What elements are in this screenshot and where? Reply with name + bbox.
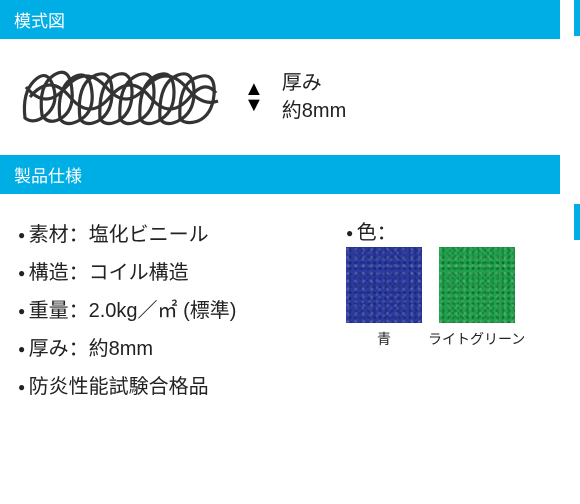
swatch-blue [346,247,422,323]
swatch-row: 青 ライトグリーン [346,247,525,349]
decorative-edge [574,204,580,240]
thickness-text-2: 約8mm [282,100,346,122]
spec-list: 素材：塩化ビニール 構造：コイル構造 重量：2.0kg／㎡ (標準) 厚み：約8… [18,216,318,406]
thickness-label: 厚み 約8mm [282,69,346,125]
spec-block: 素材：塩化ビニール 構造：コイル構造 重量：2.0kg／㎡ (標準) 厚み：約8… [0,196,580,416]
spec-row: 素材：塩化ビニール [18,216,318,254]
decorative-edge [574,0,580,36]
section-header-diagram: 模式図 [0,0,560,39]
thickness-indicator: ▲ ▼ 厚み 約8mm [244,67,346,125]
arrow-down-icon: ▼ [244,97,264,113]
coil-structure-illustration [20,63,220,129]
spec-row: 構造：コイル構造 [18,254,318,292]
spec-row: 防炎性能試験合格品 [18,368,318,406]
swatch-item: ライトグリーン [428,247,525,349]
swatch-lightgreen [439,247,515,323]
swatch-item: 青 [346,247,422,349]
swatch-caption: ライトグリーン [428,329,525,349]
diagram-block: ▲ ▼ 厚み 約8mm [0,41,580,155]
color-block: 色： 青 ライトグリーン [346,216,562,406]
spec-row: 厚み：約8mm [18,330,318,368]
spec-row: 重量：2.0kg／㎡ (標準) [18,292,318,330]
color-label: 色： [346,216,397,245]
thickness-text-1: 厚み [282,72,322,94]
section-header-spec: 製品仕様 [0,155,560,194]
swatch-caption: 青 [377,329,391,349]
